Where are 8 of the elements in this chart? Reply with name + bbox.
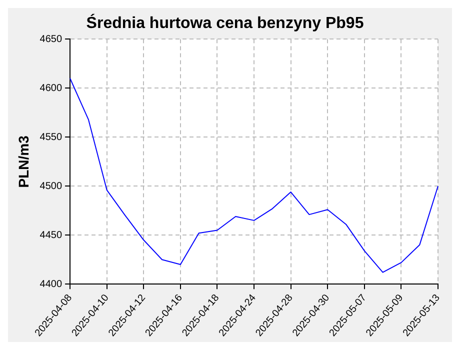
y-tick-label: 4500 (40, 180, 62, 192)
y-tick-label: 4650 (40, 34, 62, 45)
chart-title: Średnia hurtowa cena benzyny Pb95 (86, 13, 364, 32)
y-tick-label: 4450 (40, 230, 62, 241)
y-tick-label: 4400 (40, 278, 62, 290)
y-tick-label: 4550 (40, 132, 62, 143)
y-tick-label: 4600 (40, 82, 62, 94)
y-axis-title: PLN/m3 (15, 135, 32, 188)
